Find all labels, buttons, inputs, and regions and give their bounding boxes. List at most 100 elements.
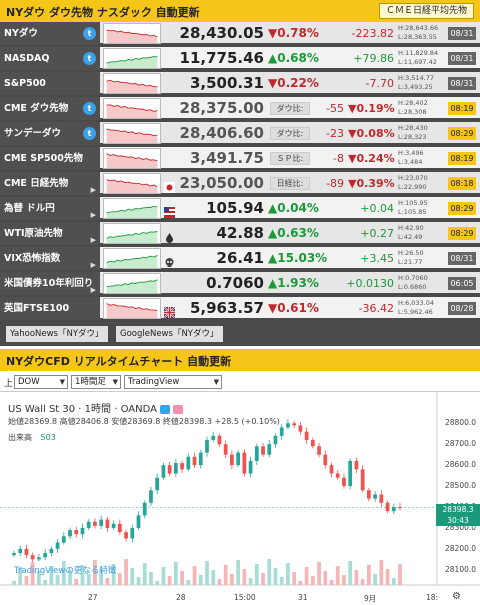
volume-bar	[18, 567, 23, 585]
candle-body	[236, 452, 240, 466]
quote-row[interactable]: 英国FTSE100 5,963.57 ▼0.61% -36.42 H:6,033.04 L…	[0, 297, 480, 320]
quote-name[interactable]: CME ダウ先物 t	[0, 97, 100, 120]
volume-bar	[273, 568, 278, 585]
volume-bar	[230, 574, 234, 585]
top-header-title: NYダウ ダウ先物 ナスダック 自動更新	[6, 6, 200, 19]
google-news-link[interactable]: GoogleNews「NYダウ」	[116, 326, 223, 342]
quote-name[interactable]: WTI原油先物 ▶	[0, 222, 100, 245]
yahoo-news-link[interactable]: YahooNews「NYダウ」	[6, 326, 108, 342]
chart-canvas[interactable]	[0, 392, 480, 605]
volume-bar	[335, 566, 340, 585]
volume-bar	[186, 580, 191, 585]
quote-row[interactable]: サンデーダウ t 28,406.60 ダウ比: -23 ▼0.08% H:28,430 L:2…	[0, 122, 480, 145]
volume-bar	[242, 569, 247, 585]
quote-value: 11,775.46	[179, 49, 264, 67]
sparkline	[103, 223, 161, 244]
candle-body	[117, 523, 122, 533]
twitter-icon[interactable]: t	[83, 127, 96, 140]
quote-name[interactable]: 米国債券10年利回り ▶	[0, 272, 100, 295]
volume-bar	[80, 565, 85, 585]
volume-bar	[161, 567, 166, 585]
circle-dot-icon[interactable]	[160, 404, 171, 414]
quote-name[interactable]: 為替 ドル円 ▶	[0, 197, 100, 220]
provider-select[interactable]: TradingView ▼	[124, 375, 222, 389]
candle-body	[86, 521, 91, 528]
quote-name[interactable]: VIX恐怖指数 ▶	[0, 247, 100, 270]
quote-diff: +0.27	[360, 227, 394, 240]
quote-diff: -36.42	[358, 302, 394, 315]
cme-nikkei-button[interactable]: ＣＭＥ日経平均先物	[378, 3, 474, 19]
quote-change-pct: ▼0.39%	[348, 177, 395, 190]
tradingview-chart[interactable]: US Wall St 30 · 1時間 · OANDA 始値28369.8 高値…	[0, 392, 480, 605]
quote-row[interactable]: CME ダウ先物 t 28,375.00 ダウ比: -55 ▼0.19% H:28,402 L…	[0, 97, 480, 120]
sparkline-area	[106, 206, 158, 218]
volume-bar	[236, 560, 240, 585]
sparkline	[103, 198, 161, 219]
quote-value: 105.94	[206, 199, 264, 217]
quote-row[interactable]: NASDAQ t 11,775.46 ▲0.68% +79.86 H:11,829.84 L…	[0, 47, 480, 70]
wave-icon[interactable]	[173, 404, 184, 414]
volume-bar	[217, 579, 222, 585]
candle-body	[230, 454, 234, 466]
low-value: L:28,363.55	[398, 33, 437, 41]
low-value: L:28,308	[398, 108, 427, 116]
high-low: H:0.7060 L:0.6860	[398, 274, 446, 292]
twitter-icon[interactable]: t	[83, 102, 96, 115]
chevron-right-icon: ▶	[90, 186, 96, 194]
sparkline-area	[106, 179, 158, 193]
quote-diff: -8	[333, 152, 344, 165]
high-low: H:6,033.04 L:5,962.46	[398, 299, 446, 317]
volume-bar	[61, 561, 66, 585]
high-value: H:28,643.66	[398, 24, 439, 32]
quote-row[interactable]: WTI原油先物 ▶ 42.88 ▲0.63% +0.27 H:42.90 L:42.49 08…	[0, 222, 480, 245]
quote-name[interactable]: CME SP500先物	[0, 147, 100, 170]
quote-row[interactable]: VIX恐怖指数 ▶ 26.41 ▲15.03% +3.45 H:26.50 L:21.77 0…	[0, 247, 480, 270]
interval-select[interactable]: 1時間足 ▼	[71, 375, 121, 389]
volume-bar	[329, 580, 334, 585]
gear-icon[interactable]: ⚙	[452, 591, 461, 602]
quote-name-text: 米国債券10年利回り	[4, 278, 94, 289]
sparkline-area	[106, 80, 158, 93]
news-bar: YahooNews「NYダウ」 GoogleNews「NYダウ」	[0, 322, 480, 346]
interval-select-value: 1時間足	[75, 377, 106, 387]
quote-name-text: CME 日経先物	[4, 178, 69, 189]
y-tick-label: 28100.0	[445, 564, 477, 574]
chart-header: NYダウCFD リアルタイムチャート 自動更新	[0, 349, 480, 371]
quote-name-text: CME ダウ先物	[4, 103, 69, 114]
candle-body	[267, 444, 272, 455]
quote-row[interactable]: CME 日経先物 ▶ 23,050.00 日経比: -89 ▼0.39% H:23,070 L…	[0, 172, 480, 195]
quote-name[interactable]: 英国FTSE100	[0, 297, 100, 320]
quote-name[interactable]: CME 日経先物 ▶	[0, 172, 100, 195]
quote-name[interactable]: S&P500	[0, 72, 100, 95]
quote-row[interactable]: 米国債券10年利回り ▶ 0.7060 ▲1.93% +0.0130 H:0.7060 L:…	[0, 272, 480, 295]
quote-row[interactable]: S&P500 3,500.31 ▼0.22% -7.70 H:3,514.77 L:3,4…	[0, 72, 480, 95]
quote-name[interactable]: NYダウ t	[0, 22, 100, 45]
quote-date: 08:29	[448, 202, 476, 215]
volume-bar	[248, 578, 253, 585]
sparkline	[103, 173, 161, 194]
twitter-icon[interactable]: t	[83, 52, 96, 65]
y-tick-label: 28600.0	[445, 460, 477, 470]
volume-bar	[254, 564, 259, 585]
quote-name[interactable]: サンデーダウ t	[0, 122, 100, 145]
quote-row[interactable]: CME SP500先物 3,491.75 ＳＰ比: -8 ▼0.24% H:3,496 L:…	[0, 147, 480, 170]
volume-bar	[93, 560, 97, 585]
tradingview-link[interactable]: TradingViewの更なる特徴	[14, 566, 117, 576]
symbol-select[interactable]: DOW ▼	[14, 375, 68, 389]
chart-toolbar: 上 DOW ▼ 1時間足 ▼ TradingView ▼	[0, 372, 480, 392]
quote-name-text: CME SP500先物	[4, 153, 83, 164]
quote-row[interactable]: 為替 ドル円 ▶ 105.94 ▲0.04% +0.04 H:105.95 L:105.85…	[0, 197, 480, 220]
volume-bar	[360, 579, 365, 585]
quote-date: 06:05	[448, 277, 476, 290]
candle-body	[12, 553, 16, 556]
sparkline-line	[106, 104, 158, 112]
twitter-icon[interactable]: t	[83, 27, 96, 40]
volume-bar	[55, 575, 60, 585]
volume-bar	[30, 562, 35, 585]
chevron-down-icon: ▼	[59, 378, 65, 386]
candle-body	[205, 440, 209, 453]
quote-row[interactable]: NYダウ t 28,430.05 ▼0.78% -223.82 H:28,643.66 L:…	[0, 22, 480, 45]
candle-body	[192, 456, 197, 466]
high-value: H:23,070	[398, 174, 428, 182]
quote-name[interactable]: NASDAQ t	[0, 47, 100, 70]
